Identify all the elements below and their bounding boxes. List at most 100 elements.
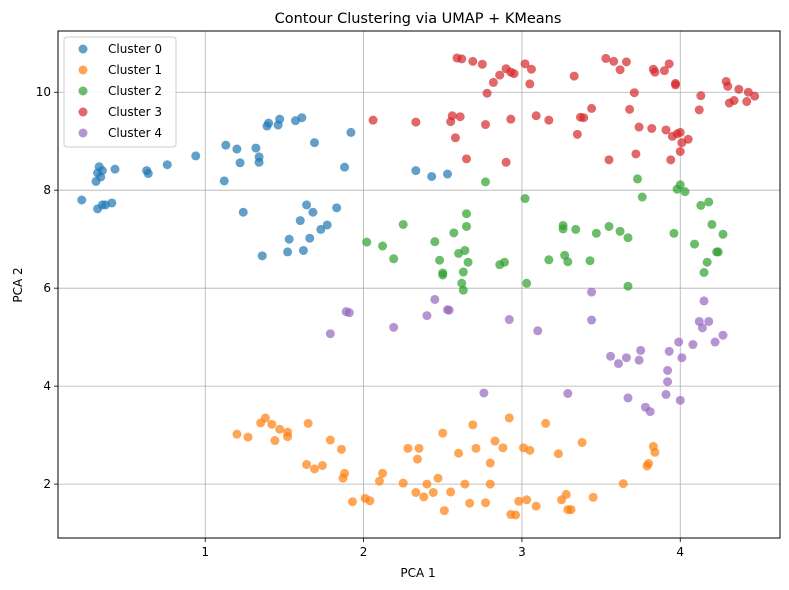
data-point <box>433 473 443 483</box>
data-point <box>457 278 467 288</box>
data-point <box>571 224 581 234</box>
data-point <box>443 169 452 179</box>
data-point <box>723 81 733 91</box>
x-tick-label: 4 <box>676 545 684 559</box>
data-point <box>455 112 465 122</box>
data-point <box>438 428 448 438</box>
x-tick-label: 3 <box>518 545 526 559</box>
data-point <box>587 287 597 297</box>
data-point <box>704 197 714 207</box>
axis-ticks: 1 2 3 4 2 4 6 8 10 <box>36 85 684 559</box>
data-point <box>683 134 693 144</box>
data-point <box>378 468 388 478</box>
data-point <box>718 229 728 239</box>
legend-marker <box>78 86 88 96</box>
data-point <box>566 505 576 515</box>
data-point <box>419 492 429 502</box>
data-point <box>481 177 490 187</box>
x-tick-label: 2 <box>360 545 368 559</box>
data-point <box>498 443 508 453</box>
data-point <box>368 115 378 125</box>
data-point <box>232 429 242 439</box>
data-point <box>316 224 326 234</box>
x-axis-title: PCA 1 <box>400 566 435 580</box>
data-point <box>322 220 332 230</box>
data-point <box>690 239 699 249</box>
data-point <box>479 388 489 398</box>
data-point <box>463 257 473 267</box>
series-4 <box>325 287 728 417</box>
data-point <box>558 224 568 234</box>
data-point <box>525 79 535 89</box>
data-point <box>488 77 498 87</box>
data-point <box>680 187 690 197</box>
data-point <box>506 114 516 124</box>
data-point <box>525 445 535 455</box>
legend-label: Cluster 4 <box>108 126 162 140</box>
data-point <box>710 337 720 347</box>
data-point <box>601 53 611 63</box>
legend-marker <box>78 65 88 75</box>
data-point <box>340 468 350 478</box>
data-point <box>661 389 671 399</box>
y-tick-label: 10 <box>36 85 51 99</box>
data-point <box>110 164 120 174</box>
data-point <box>162 160 172 170</box>
data-point <box>713 247 723 257</box>
data-point <box>398 478 408 488</box>
data-point <box>696 91 706 101</box>
data-point <box>403 443 413 453</box>
data-point <box>636 345 646 355</box>
data-point <box>504 413 514 423</box>
data-point <box>302 200 312 210</box>
data-point <box>742 97 752 107</box>
data-point <box>514 496 524 506</box>
data-point <box>485 458 495 468</box>
data-point <box>340 162 350 172</box>
data-point <box>666 155 676 165</box>
data-point <box>430 294 440 304</box>
data-point <box>264 118 274 128</box>
chart-title: Contour Clustering via UMAP + KMeans <box>275 11 562 27</box>
data-point <box>606 351 616 361</box>
data-point <box>675 180 685 190</box>
data-point <box>462 221 471 231</box>
data-point <box>504 315 514 325</box>
data-point <box>587 103 597 113</box>
data-point <box>561 489 571 499</box>
data-point <box>435 255 445 265</box>
data-point <box>609 56 619 66</box>
data-point <box>411 487 421 497</box>
data-point <box>284 234 294 244</box>
data-point <box>427 171 437 181</box>
data-point <box>439 506 449 516</box>
data-point <box>462 209 471 219</box>
data-point <box>430 237 440 247</box>
legend-label: Cluster 2 <box>108 84 162 98</box>
data-point <box>674 337 684 347</box>
data-point <box>694 105 704 115</box>
data-point <box>412 454 422 464</box>
series-1 <box>232 413 660 520</box>
data-point <box>526 64 536 74</box>
y-tick-label: 8 <box>43 183 51 197</box>
legend-box <box>63 36 177 148</box>
data-point <box>650 447 660 457</box>
data-point <box>308 207 318 217</box>
y-axis-title: PCA 2 <box>11 267 25 302</box>
data-point <box>374 476 384 486</box>
data-point <box>569 71 579 81</box>
series-2 <box>362 174 728 295</box>
x-tick-label: 1 <box>201 545 209 559</box>
data-point <box>500 257 509 267</box>
data-point <box>634 122 644 132</box>
data-point <box>303 418 313 428</box>
data-point <box>77 195 87 205</box>
data-point <box>704 316 714 326</box>
data-point <box>588 492 598 502</box>
data-point <box>481 498 490 508</box>
data-point <box>411 117 421 127</box>
data-point <box>544 115 554 125</box>
data-point <box>450 133 460 143</box>
data-point <box>677 353 687 363</box>
